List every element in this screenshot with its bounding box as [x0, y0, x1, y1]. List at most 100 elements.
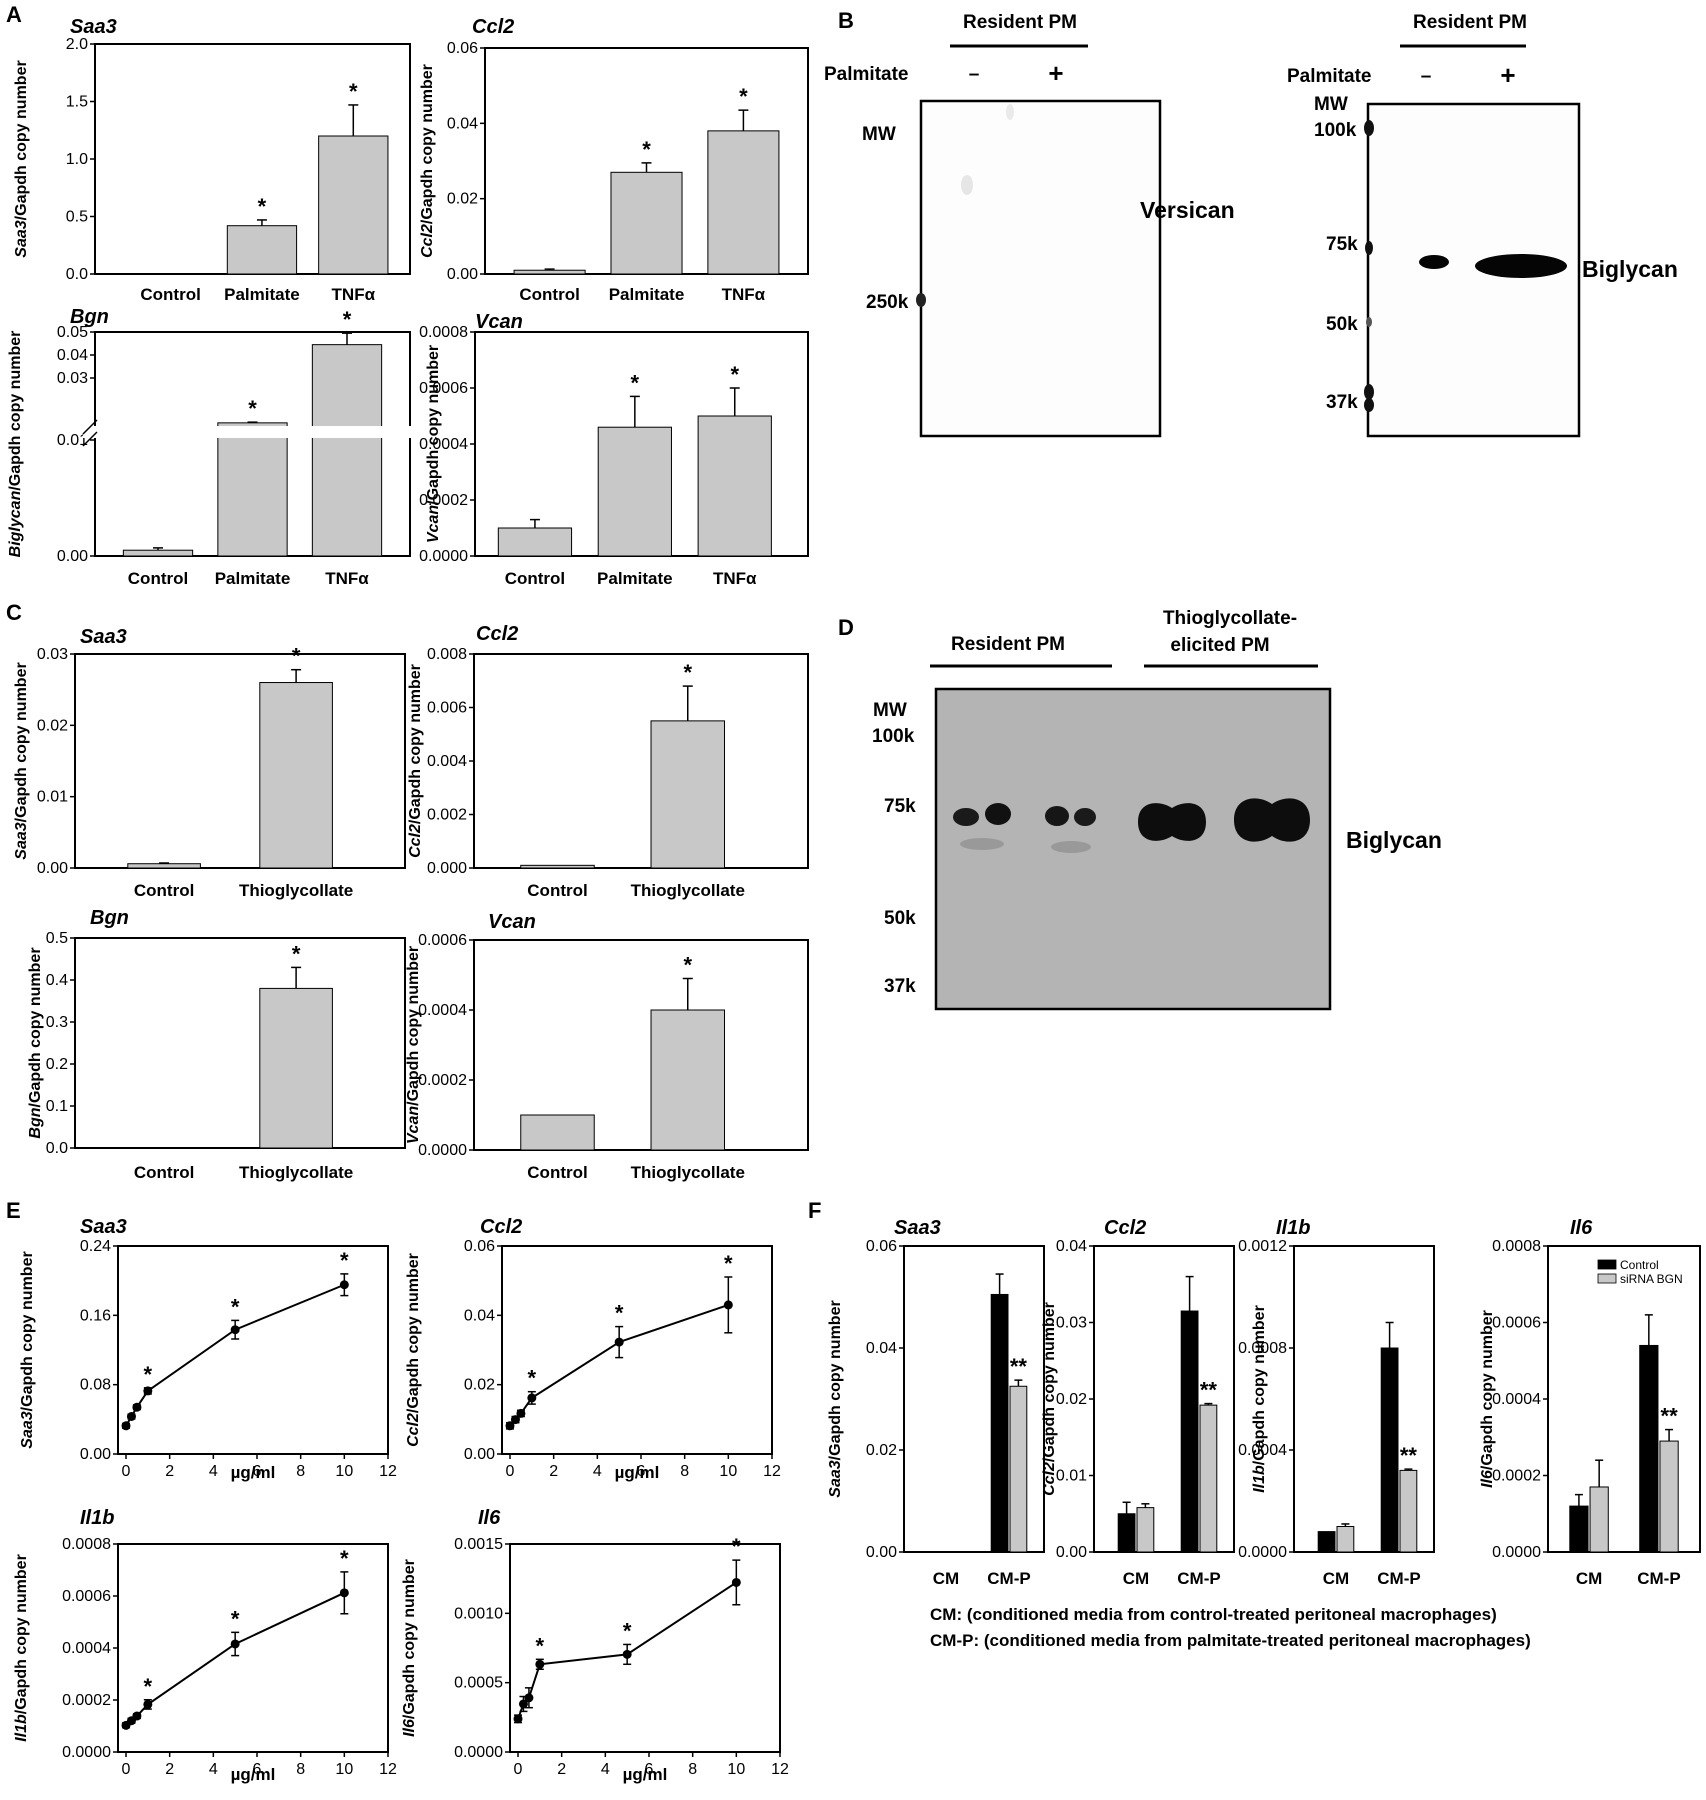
y-tick-label: 0.02 [1056, 1391, 1087, 1408]
data-point [723, 1300, 733, 1310]
significance-marker: * [528, 1366, 537, 1391]
category-label: TNFα [722, 285, 766, 304]
bar [707, 130, 780, 275]
y-tick-label: 0.0010 [454, 1605, 503, 1622]
y-tick-label: 0.4 [46, 972, 68, 989]
x-tick-label: 10 [727, 1761, 745, 1778]
x-tick-label: 8 [680, 1463, 689, 1480]
blot-b2-marker-75k: 75k [1326, 234, 1358, 255]
y-tick-label: 0.06 [464, 1238, 495, 1255]
data-point [230, 1325, 240, 1335]
category-label: Palmitate [224, 285, 300, 304]
blot-d-marker-50k: 50k [884, 908, 916, 929]
blot-b2-marker-50k: 50k [1326, 314, 1358, 335]
y-axis-label-gene: Saa3 [827, 1460, 844, 1497]
chart-title: Il6 [478, 1507, 501, 1529]
x-tick-label: 4 [593, 1463, 602, 1480]
significance-marker: ** [1200, 1378, 1218, 1403]
y-axis-label-gene: Saa3 [13, 822, 30, 859]
y-tick-label: 0.05 [57, 324, 88, 341]
y-axis-label-gene: Il1b [13, 1714, 30, 1742]
y-axis-label: Saa3/Gapdh copy number [827, 1300, 844, 1497]
chart-title: Vcan [488, 911, 536, 933]
blot-d-marker-75k: 75k [884, 796, 916, 817]
blot-d-header1: Resident PM [951, 634, 1065, 655]
category-label: Palmitate [609, 285, 685, 304]
y-axis-label-unit: /Gapdh copy number [425, 345, 442, 505]
significance-marker: * [258, 194, 267, 219]
y-tick-label: 0.0 [66, 266, 88, 283]
chart-title: Ccl2 [476, 623, 518, 645]
y-tick-label: 0.0000 [419, 548, 468, 565]
y-axis-label: Biglycan/Gapdh copy number [7, 331, 24, 558]
y-tick-label: 0.02 [866, 1442, 897, 1459]
y-axis-label-gene: Il6 [401, 1719, 418, 1737]
x-tick-label: 12 [763, 1463, 781, 1480]
significance-marker: * [349, 79, 358, 104]
y-axis-label: Il1b/Gapdh copy number [13, 1554, 30, 1742]
footnote-cm: CM: (conditioned media from control-trea… [930, 1605, 1497, 1624]
category-label: CM-P [1177, 1569, 1220, 1588]
blot-d-biglycan: Resident PM Thioglycollate- elicited PM … [872, 608, 1442, 1011]
significance-marker: * [623, 1618, 632, 1643]
y-tick-label: 0.5 [46, 930, 68, 947]
y-axis-label: Vcan/Gapdh copy number [425, 345, 442, 543]
data-point [527, 1393, 537, 1403]
y-tick-label: 0.00 [447, 266, 478, 283]
y-tick-label: 1.0 [66, 151, 88, 168]
category-label: CM [1576, 1569, 1602, 1588]
y-tick-label: 0.06 [447, 40, 478, 57]
plot-frame [117, 1543, 389, 1753]
y-axis-label-unit: /Gapdh copy number [13, 1554, 30, 1714]
y-axis-label: Saa3/Gapdh copy number [19, 1251, 36, 1448]
x-axis-label: µg/ml [231, 1463, 276, 1482]
bar [990, 1293, 1009, 1553]
category-label: Control [505, 569, 565, 588]
x-tick-label: 0 [514, 1761, 523, 1778]
bar [1199, 1404, 1218, 1553]
chart-title: Vcan [475, 311, 523, 333]
y-tick-label: 0.000 [427, 860, 467, 877]
panel-label-c: C [6, 600, 22, 625]
y-tick-label: 0.02 [447, 191, 478, 208]
y-axis-label-unit: /Gapdh copy number [27, 947, 44, 1107]
y-axis-label: Saa3/Gapdh copy number [13, 60, 30, 257]
plot-frame [473, 939, 809, 1151]
y-tick-label: 0.0008 [419, 324, 468, 341]
x-tick-label: 0 [506, 1463, 515, 1480]
bar [650, 720, 726, 869]
y-axis-label-unit: /Gapdh copy number [7, 331, 24, 491]
y-axis-label-unit: /Gapdh copy number [1041, 1302, 1058, 1462]
blot-b1-plus: + [1048, 58, 1063, 88]
x-tick-label: 12 [771, 1761, 789, 1778]
data-point [121, 1421, 131, 1431]
y-tick-label: 0.04 [464, 1307, 495, 1324]
chart-title: Bgn [90, 907, 129, 929]
x-tick-label: 6 [645, 1761, 654, 1778]
axis-break-gap [83, 426, 412, 438]
blot-b-biglycan: Resident PM Palmitate – + MW 100k 75k 50… [1287, 12, 1678, 438]
y-axis-label-unit: /Gapdh copy number [407, 664, 424, 824]
y-tick-label: 0.08 [80, 1377, 111, 1394]
bar [1317, 1531, 1336, 1553]
y-tick-label: 0.0006 [419, 380, 468, 397]
bar [1639, 1344, 1659, 1553]
bar [1009, 1385, 1028, 1553]
y-tick-label: 0.03 [1056, 1315, 1087, 1332]
significance-marker: * [144, 1362, 153, 1387]
y-axis-label-gene: Ccl2 [1041, 1462, 1058, 1496]
bar [1117, 1513, 1136, 1553]
y-axis-label: Vcan/Gapdh copy number [405, 946, 422, 1144]
y-axis-label-gene: Biglycan [7, 490, 24, 557]
legend-swatch [1597, 1273, 1617, 1284]
category-label: TNFα [325, 569, 369, 588]
significance-marker: * [683, 660, 692, 685]
blot-d-marker-37k: 37k [884, 976, 916, 997]
y-tick-label: 0.00 [1056, 1544, 1087, 1561]
y-tick-label: 0.004 [427, 753, 467, 770]
y-tick-label: 0.008 [427, 646, 467, 663]
